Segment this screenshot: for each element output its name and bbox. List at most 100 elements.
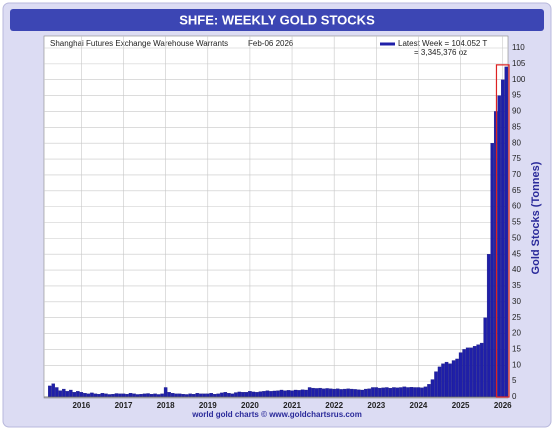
bar bbox=[65, 391, 70, 398]
bar bbox=[416, 387, 421, 398]
bar bbox=[406, 387, 410, 398]
bar bbox=[399, 387, 403, 398]
bar bbox=[79, 392, 84, 398]
y-tick-label: 95 bbox=[512, 91, 521, 100]
y-tick-label: 30 bbox=[512, 297, 521, 306]
bar bbox=[458, 352, 463, 398]
bar bbox=[437, 366, 442, 398]
bar bbox=[90, 392, 94, 398]
bar bbox=[125, 393, 129, 398]
bar bbox=[325, 388, 329, 398]
bar bbox=[311, 387, 315, 398]
bar bbox=[483, 317, 487, 398]
bar bbox=[283, 390, 287, 398]
bar bbox=[409, 387, 414, 398]
bar bbox=[476, 344, 480, 398]
bar bbox=[149, 393, 154, 398]
bar bbox=[269, 391, 273, 398]
bar bbox=[160, 393, 164, 398]
bar bbox=[448, 363, 452, 398]
bar bbox=[258, 391, 263, 398]
x-tick-label: 2020 bbox=[241, 401, 259, 410]
bar bbox=[360, 389, 365, 398]
x-tick-label: 2019 bbox=[199, 401, 217, 410]
bar bbox=[76, 391, 80, 398]
bar bbox=[181, 393, 185, 398]
bar bbox=[293, 389, 298, 398]
chart-title: SHFE: WEEKLY GOLD STOCKS bbox=[179, 12, 375, 27]
bar bbox=[251, 391, 256, 398]
x-tick-label: 2025 bbox=[452, 401, 470, 410]
annotation: = 3,345,376 oz bbox=[414, 48, 467, 57]
bar bbox=[395, 387, 400, 398]
bar bbox=[216, 393, 221, 398]
y-tick-label: 10 bbox=[512, 360, 521, 369]
bar bbox=[170, 393, 175, 398]
bar bbox=[479, 342, 484, 398]
bar bbox=[501, 79, 505, 398]
y-tick-label: 60 bbox=[512, 202, 521, 211]
bar bbox=[265, 390, 270, 398]
y-tick-label: 105 bbox=[512, 59, 526, 68]
source: world gold charts © www.goldchartsrus.co… bbox=[191, 410, 362, 419]
y-tick-label: 45 bbox=[512, 249, 521, 258]
bar bbox=[276, 390, 280, 398]
bar bbox=[300, 389, 305, 398]
bar bbox=[371, 387, 375, 398]
bar bbox=[469, 347, 473, 398]
bar bbox=[241, 392, 245, 398]
y-tick-label: 0 bbox=[512, 392, 517, 401]
bar bbox=[177, 393, 182, 398]
bar bbox=[321, 388, 326, 398]
bar bbox=[357, 389, 361, 398]
bar bbox=[472, 346, 477, 398]
bar bbox=[423, 386, 428, 398]
bar bbox=[392, 387, 396, 398]
bar bbox=[378, 387, 382, 398]
bar bbox=[462, 349, 466, 398]
bar bbox=[381, 387, 386, 398]
bar bbox=[307, 387, 312, 398]
y-tick-label: 40 bbox=[512, 265, 521, 274]
bar bbox=[374, 387, 379, 398]
bar bbox=[413, 387, 417, 398]
bar bbox=[174, 393, 178, 398]
bar bbox=[62, 388, 66, 398]
bar bbox=[97, 393, 101, 398]
y-tick-label: 85 bbox=[512, 122, 521, 131]
x-tick-label: 2022 bbox=[325, 401, 343, 410]
bar bbox=[465, 347, 470, 398]
bar bbox=[72, 392, 77, 398]
bar bbox=[385, 387, 389, 398]
bar bbox=[497, 95, 501, 398]
bar bbox=[248, 391, 252, 398]
y-axis-label: Gold Stocks (Tonnes) bbox=[530, 161, 542, 274]
bar bbox=[100, 393, 105, 398]
bar bbox=[455, 358, 459, 398]
bar bbox=[237, 391, 242, 398]
bar bbox=[146, 393, 150, 398]
bar bbox=[55, 387, 59, 398]
y-tick-label: 15 bbox=[512, 345, 521, 354]
bar bbox=[430, 379, 435, 398]
bar bbox=[199, 393, 203, 398]
x-tick-label: 2018 bbox=[157, 401, 175, 410]
bar bbox=[227, 393, 231, 398]
bar bbox=[83, 393, 87, 398]
x-tick-label: 2023 bbox=[367, 401, 385, 410]
bar bbox=[234, 392, 238, 398]
bar bbox=[314, 388, 319, 398]
y-tick-label: 50 bbox=[512, 233, 521, 242]
bar bbox=[279, 389, 284, 398]
bar bbox=[444, 361, 449, 398]
bar bbox=[220, 392, 224, 398]
bar bbox=[332, 388, 336, 398]
bar bbox=[93, 393, 98, 398]
y-tick-label: 70 bbox=[512, 170, 521, 179]
bar bbox=[51, 383, 55, 398]
bar bbox=[111, 393, 115, 398]
bar bbox=[434, 371, 438, 398]
y-tick-label: 110 bbox=[512, 43, 525, 52]
legend-label: Latest Week = 104.052 T bbox=[398, 39, 487, 48]
bar bbox=[328, 388, 333, 398]
